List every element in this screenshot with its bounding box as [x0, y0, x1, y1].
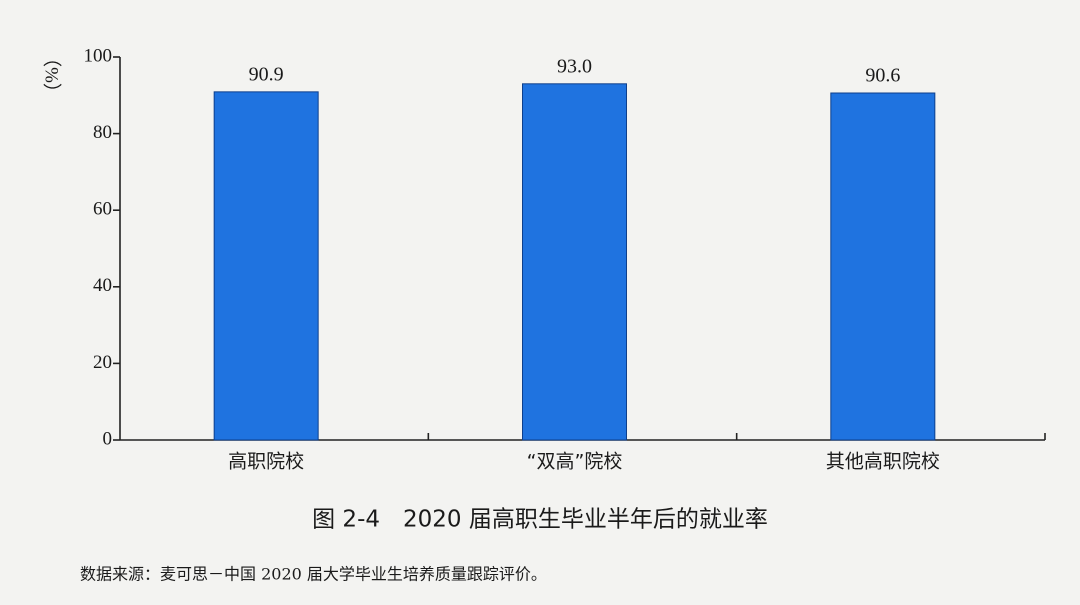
source-note: 数据来源：麦可思－中国 2020 届大学毕业生培养质量跟踪评价。 — [80, 565, 547, 584]
x-tick-label: 其他高职院校 — [826, 451, 940, 473]
value-label: 90.9 — [249, 63, 284, 85]
y-tick-label: 40 — [93, 275, 112, 296]
y-tick-label: 80 — [93, 122, 112, 143]
y-tick-label: 0 — [103, 428, 113, 449]
x-tick-label: “双高”院校 — [527, 451, 623, 473]
bar — [830, 92, 936, 441]
x-tick-label: 高职院校 — [228, 451, 304, 473]
bar — [522, 83, 627, 441]
y-tick-label: 20 — [93, 352, 112, 373]
y-axis-label: （%） — [41, 48, 63, 102]
value-label: 90.6 — [865, 65, 900, 87]
chart-title: 图 2-4 2020 届高职生毕业半年后的就业率 — [312, 507, 768, 533]
y-tick-label: 60 — [93, 199, 112, 220]
y-tick-label: 100 — [84, 45, 113, 66]
bar — [213, 91, 319, 441]
value-label: 93.0 — [557, 55, 592, 77]
